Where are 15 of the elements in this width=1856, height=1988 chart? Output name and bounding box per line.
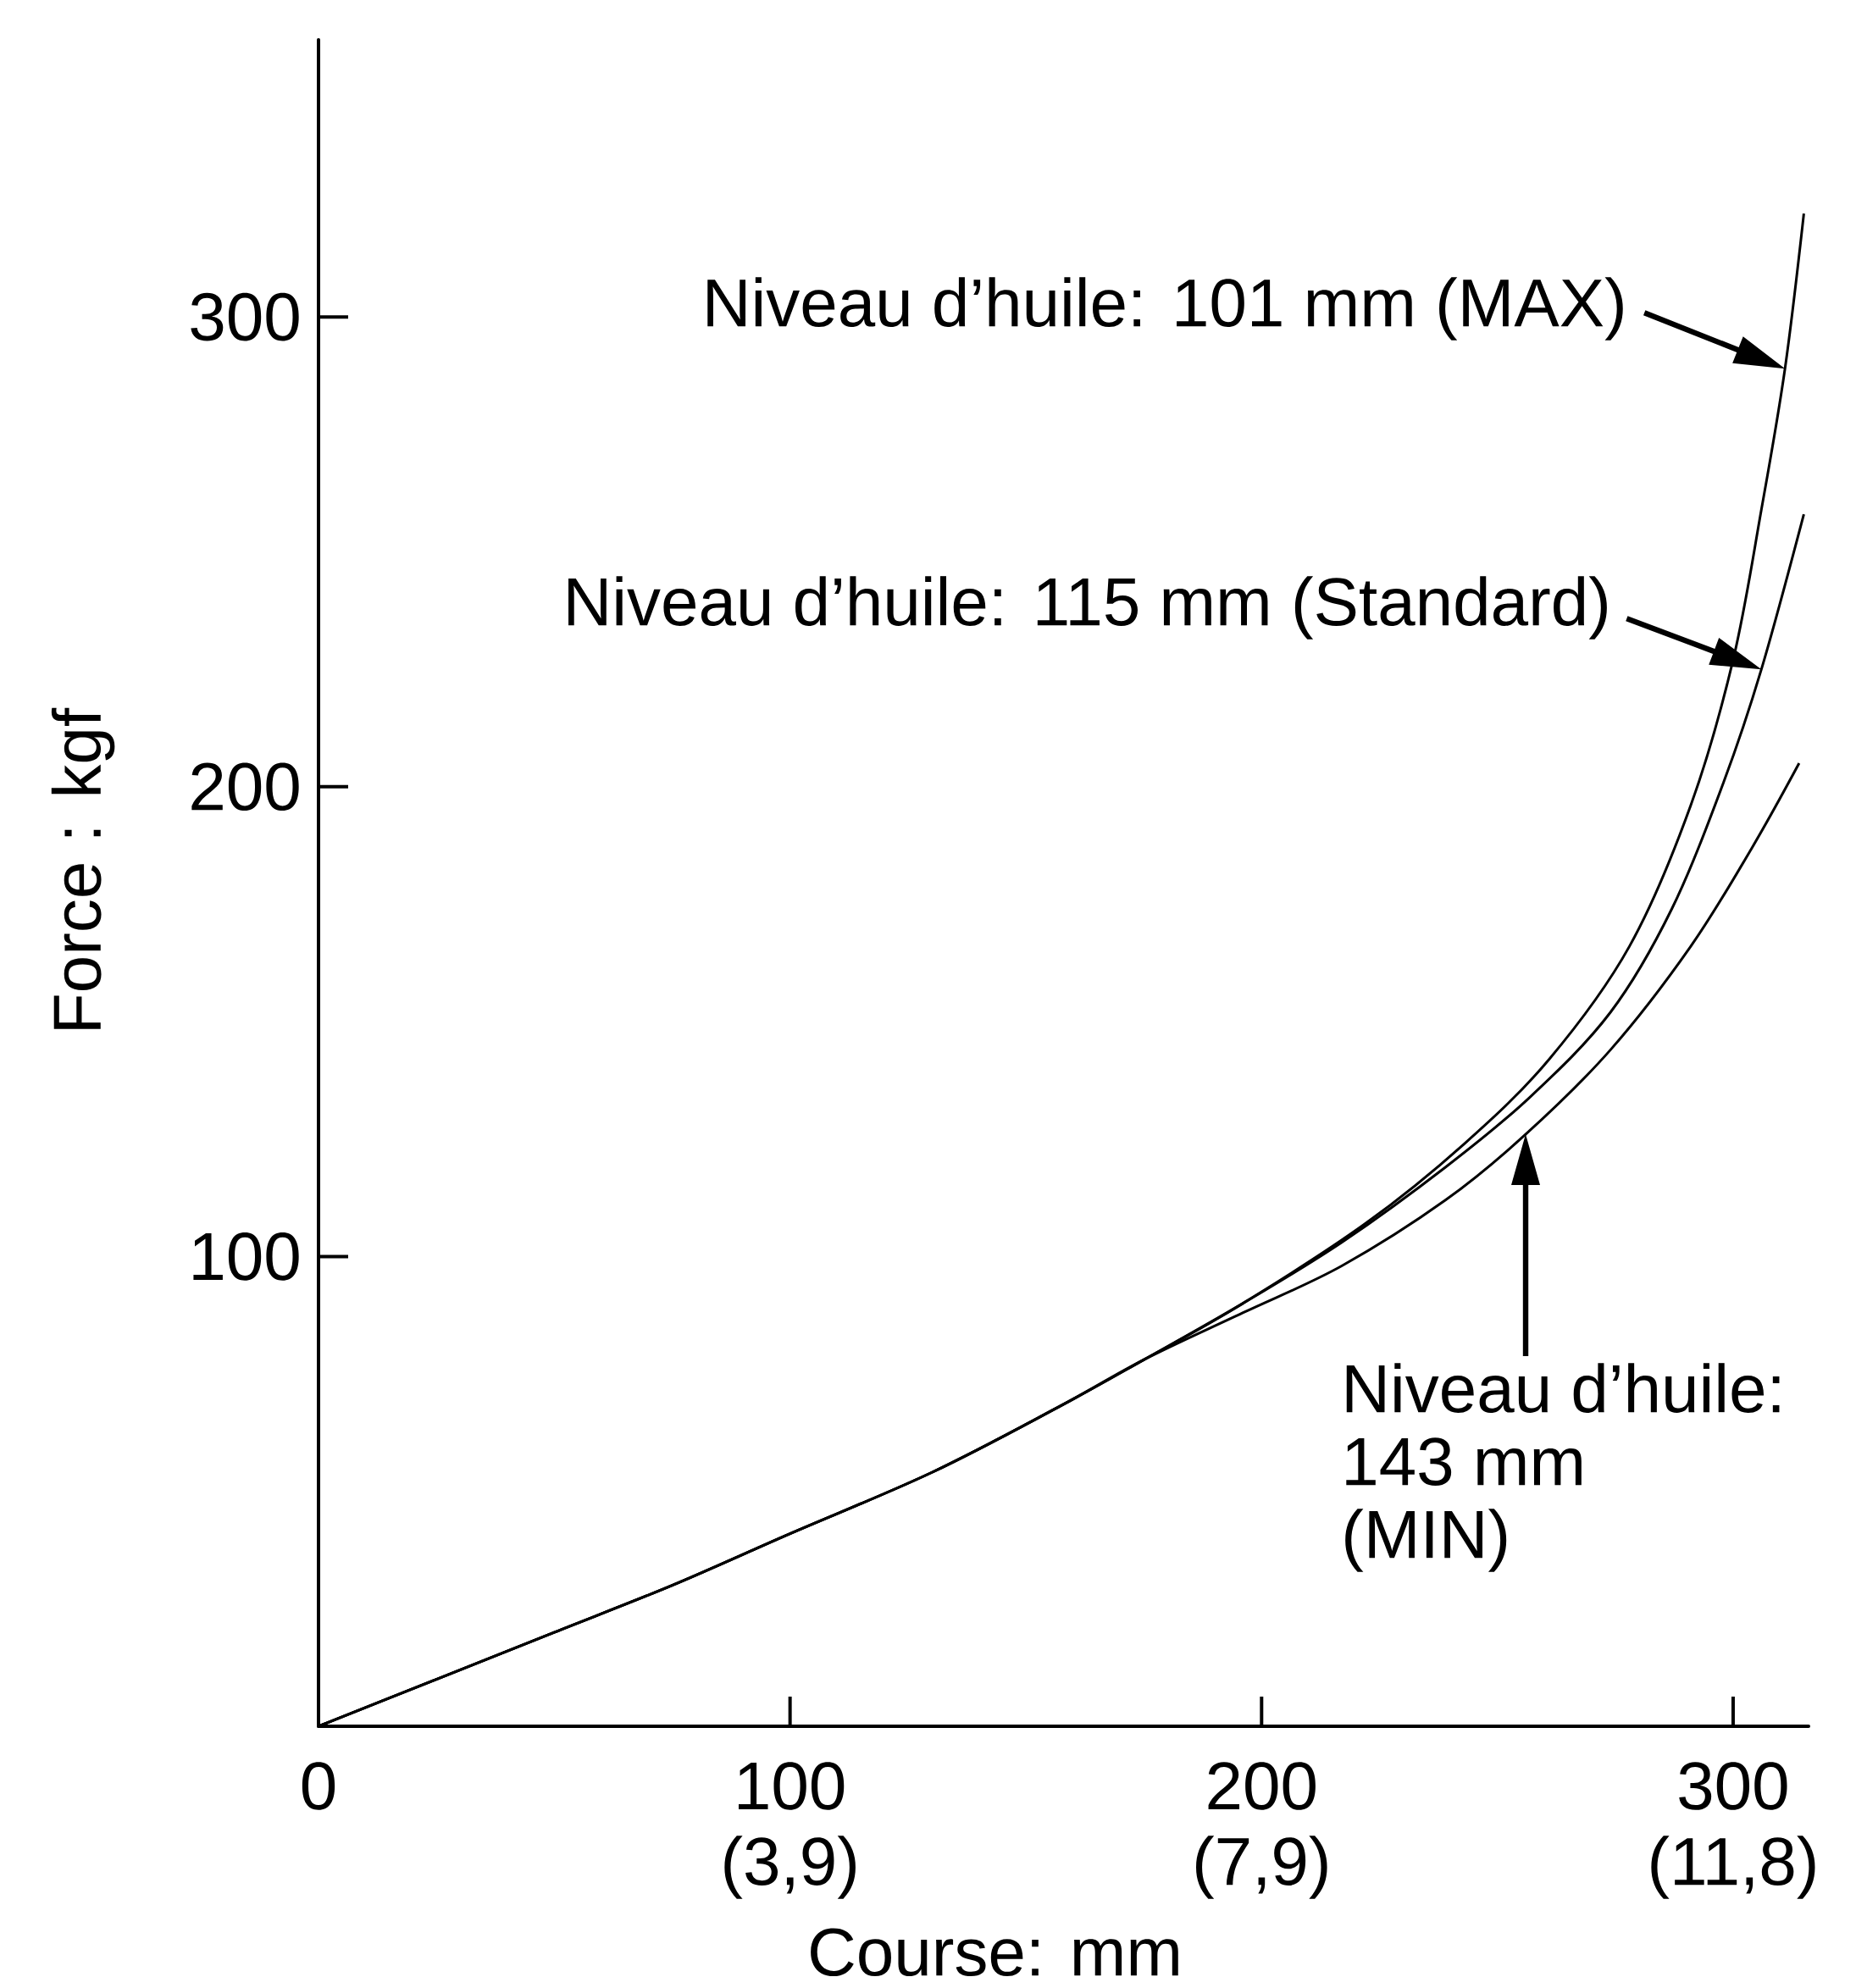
annotation: Niveau d’huile: 101 mm (MAX) <box>707 277 1623 341</box>
x-tick-label: 100 <box>739 1762 845 1810</box>
x-tick-label: 300 <box>1679 1762 1787 1810</box>
x-axis-title: Course: mm <box>811 1928 1178 1977</box>
x2-tick-label: (11,8) <box>1651 1836 1815 1899</box>
y-tick-label: 300 <box>191 292 299 341</box>
y-axis-title: Force : kgf <box>51 707 115 1029</box>
y-tick-label: 200 <box>191 762 299 811</box>
y-tick-label: 100 <box>193 1232 299 1281</box>
x2-tick-label: (3,9) <box>724 1836 856 1899</box>
x2-tick-label: (7,9) <box>1196 1836 1327 1899</box>
x-tick-label: 0 <box>302 1762 335 1810</box>
annotation: Niveau d’huile: 143 mm (MIN) <box>1345 1363 1780 1572</box>
annotation: Niveau d’huile: 115 mm (Standard) <box>568 576 1607 640</box>
x-tick-label: 200 <box>1208 1762 1316 1810</box>
